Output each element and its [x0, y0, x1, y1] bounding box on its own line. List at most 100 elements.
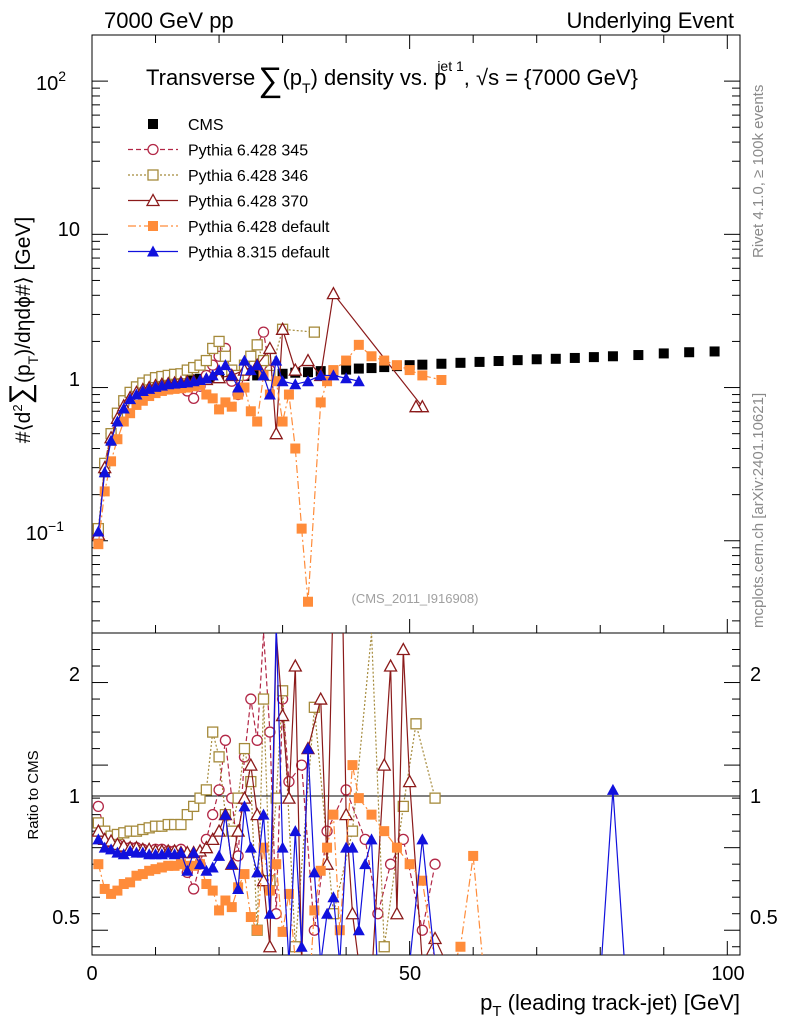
ratio-y-axis-label: Ratio to CMS: [25, 750, 42, 839]
ratio-point: [346, 841, 359, 853]
ratio-point: [220, 895, 231, 906]
data-point: [300, 353, 316, 367]
data-point: [290, 443, 301, 454]
ratio-point: [468, 850, 479, 861]
ratio-point: [322, 842, 333, 853]
ratio-point: [257, 808, 270, 820]
ratio-point: [353, 793, 364, 804]
ratio-point: [404, 859, 415, 870]
main-panel-data: [92, 286, 720, 607]
data-point: [288, 362, 303, 376]
data-point: [182, 382, 193, 393]
data-point: [106, 456, 117, 467]
ratio-point: [214, 905, 225, 916]
ratio-point: [207, 808, 219, 821]
data-point: [588, 352, 599, 363]
ratio-point: [169, 860, 180, 871]
ratio-series-pythia-6-428-346: [92, 633, 441, 953]
ratio-point: [377, 757, 392, 771]
legend-label: Pythia 6.428 370: [188, 194, 308, 211]
ratio-point: [283, 775, 295, 788]
ratio-point: [347, 760, 358, 771]
ratio-point: [219, 808, 232, 820]
legend-entry-pythia-6-428-370: Pythia 6.428 370: [128, 193, 308, 211]
ratio-point: [175, 859, 186, 870]
chart-title: Transverse∑(pT) density vs. pjet 1, √s =…: [146, 58, 638, 99]
data-point: [232, 381, 245, 393]
ratio-point: [251, 866, 264, 878]
data-point: [200, 354, 213, 367]
data-point: [214, 404, 225, 415]
ratio-point: [213, 751, 225, 763]
legend-label: Pythia 6.428 346: [188, 168, 308, 185]
data-point: [531, 354, 542, 365]
legend-entry-pythia-6-428-345: Pythia 6.428 345: [128, 143, 308, 160]
ratio-point: [206, 861, 219, 873]
data-point: [245, 350, 257, 362]
data-point: [436, 358, 447, 369]
ratio-point: [194, 858, 206, 870]
data-point: [275, 321, 290, 335]
data-point: [92, 525, 105, 537]
ratio-point: [175, 818, 187, 831]
data-point: [302, 375, 314, 387]
data-point: [341, 364, 352, 375]
data-point: [289, 378, 302, 390]
legend-marker: [145, 193, 161, 207]
data-point: [117, 402, 130, 414]
legend-marker: [147, 245, 159, 257]
ratio-point: [281, 790, 297, 804]
data-point: [296, 523, 307, 534]
ratio-point: [205, 832, 220, 846]
ratio-point: [231, 823, 246, 837]
data-point: [169, 383, 180, 394]
ratio-point: [383, 658, 398, 672]
data-point: [111, 415, 124, 427]
ratio-point: [429, 858, 441, 870]
ratio-point: [213, 784, 225, 796]
data-point: [219, 359, 232, 371]
data-point: [353, 363, 364, 374]
data-point: [257, 326, 270, 338]
data-point: [93, 539, 104, 550]
data-point: [550, 353, 561, 364]
x-tick-100: 100: [711, 963, 744, 985]
ratio-point: [239, 869, 250, 880]
data-point: [315, 397, 326, 408]
legend-entry-pythia-8-315-default: Pythia 8.315 default: [128, 245, 330, 262]
ratio-point: [402, 774, 417, 788]
ratio-point: [339, 807, 354, 821]
ratio-point: [352, 924, 365, 936]
ratio-point: [118, 878, 129, 889]
ratio-point: [288, 658, 303, 672]
ratio-point: [397, 800, 409, 813]
ratio-point: [384, 858, 397, 870]
data-point: [150, 388, 161, 399]
y-axis-label: #⟨d2∑(pT)/dηdϕ#⟩ [GeV]: [4, 217, 41, 443]
ratio-point: [379, 826, 390, 837]
legend-label: Pythia 6.428 345: [188, 143, 308, 160]
data-point: [187, 392, 200, 405]
ratio-point: [251, 734, 263, 746]
ratio-point: [295, 759, 308, 771]
ratio-point: [271, 859, 282, 870]
ratio-tick-left-1: 1: [69, 786, 80, 808]
ratio-point: [276, 841, 289, 853]
ratio-point: [257, 693, 270, 705]
data-point: [207, 393, 218, 404]
ratio-point: [187, 800, 200, 813]
ratio-point: [245, 693, 257, 705]
ratio-point: [219, 734, 232, 746]
data-point: [130, 388, 143, 400]
ratio-point: [345, 906, 360, 920]
ratio-point: [207, 726, 219, 738]
data-point: [569, 352, 580, 363]
ratio-point: [200, 784, 213, 796]
data-point: [125, 408, 136, 419]
data-point: [391, 360, 402, 371]
data-point: [226, 401, 237, 412]
ratio-point: [245, 912, 256, 923]
ratio-point: [606, 783, 619, 795]
series-pythia-6-428-346: [92, 323, 321, 535]
